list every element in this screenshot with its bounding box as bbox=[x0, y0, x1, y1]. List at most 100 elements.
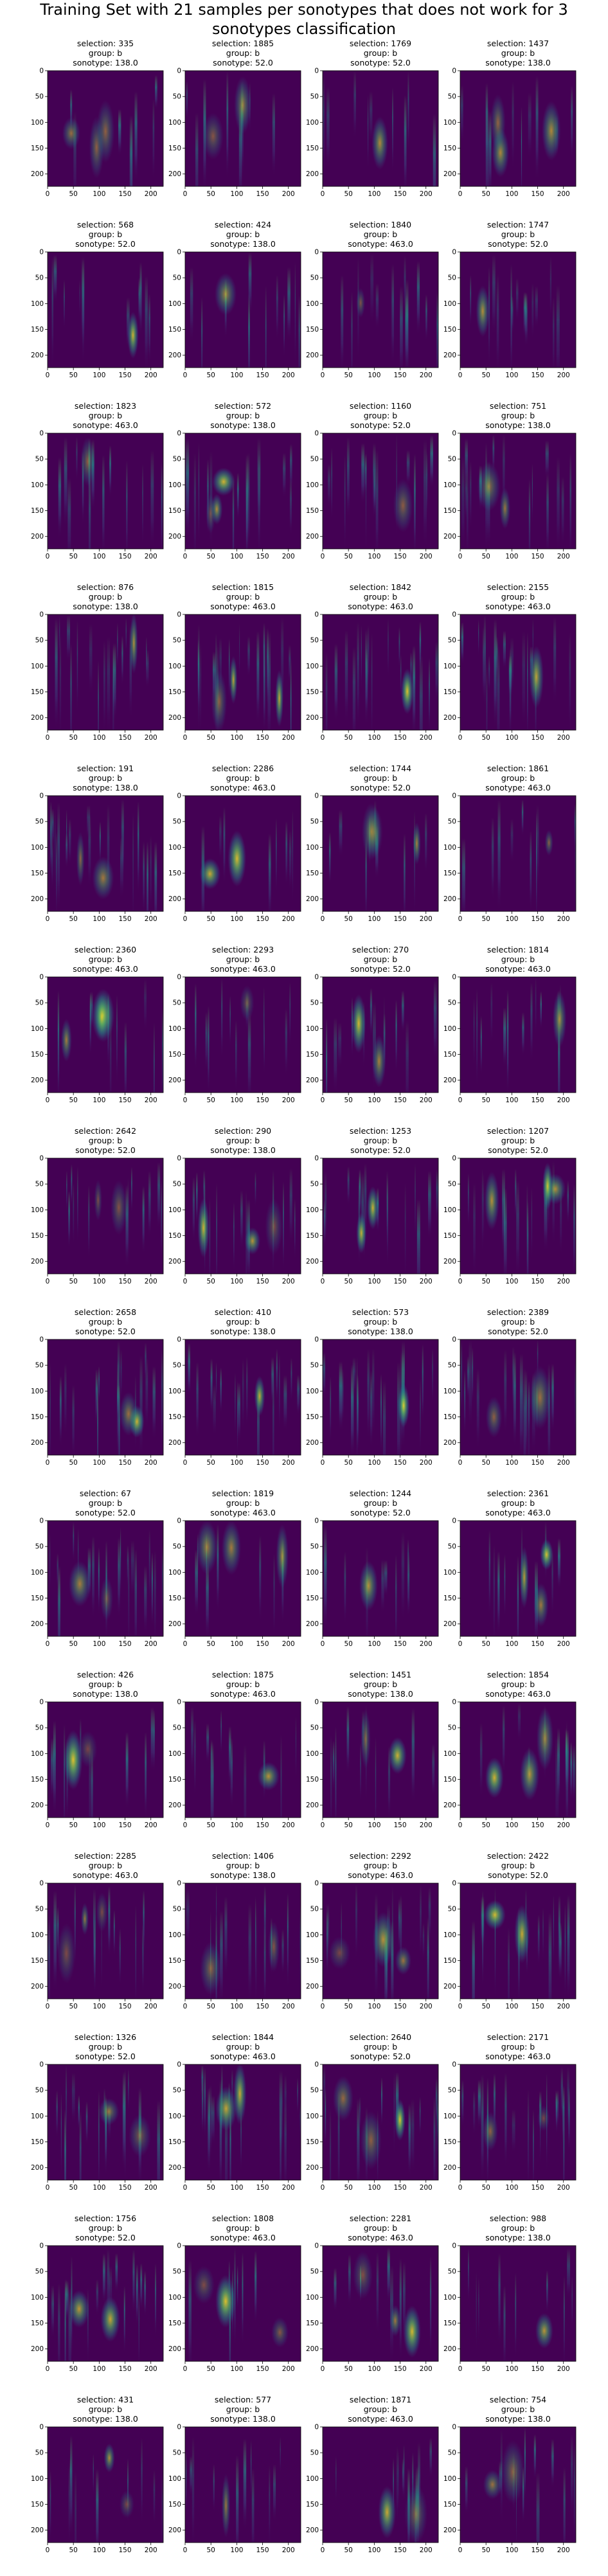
x-tick-label: 50 bbox=[344, 1640, 352, 1648]
panel-sonotype-label: sonotype: 52.0 bbox=[350, 2052, 411, 2061]
y-tick-label: 50 bbox=[173, 1181, 181, 1188]
spectrogram-plot: 0 50 100 150 200 0 50 100 150 200 bbox=[31, 1880, 164, 2010]
y-tick-label: 0 bbox=[314, 1880, 319, 1888]
x-tick-label: 0 bbox=[183, 2003, 188, 2010]
y-tick-label: 100 bbox=[306, 300, 319, 308]
y-tick-label: 200 bbox=[168, 1802, 181, 1809]
x-tick-label: 200 bbox=[557, 1459, 570, 1467]
x-tick-label: 150 bbox=[256, 2546, 269, 2554]
y-tick-label: 150 bbox=[31, 1776, 44, 1784]
panel-group-label: group: b bbox=[363, 1861, 398, 1870]
panel-title: selection: 1854 group: b sonotype: 463.0 bbox=[449, 1670, 587, 1699]
x-tick-label: 100 bbox=[93, 2184, 105, 2192]
y-tick-label: 200 bbox=[443, 2527, 456, 2534]
panel-group-label: group: b bbox=[226, 1498, 260, 1508]
y-tick-label: 150 bbox=[306, 1595, 319, 1602]
panel-sonotype-label: sonotype: 52.0 bbox=[350, 1145, 411, 1155]
x-tick-label: 100 bbox=[505, 2365, 518, 2373]
panel-group-label: group: b bbox=[501, 773, 535, 783]
y-tick-label: 50 bbox=[310, 637, 319, 645]
x-tick-label: 0 bbox=[458, 371, 463, 379]
y-tick-label: 50 bbox=[35, 637, 44, 645]
y-tick-label: 150 bbox=[31, 1595, 44, 1602]
panel-sonotype-label: sonotype: 463.0 bbox=[210, 783, 276, 792]
panel-sonotype-label: sonotype: 463.0 bbox=[210, 2052, 276, 2061]
x-tick-label: 100 bbox=[368, 2546, 380, 2554]
y-tick-label: 150 bbox=[306, 2320, 319, 2327]
y-tick-label: 200 bbox=[168, 1258, 181, 1266]
panel-selection-label: selection: 1756 bbox=[74, 2214, 137, 2223]
spectrogram-plot: 0 50 100 150 200 0 50 100 150 200 bbox=[168, 67, 301, 198]
y-tick-label: 150 bbox=[168, 1957, 181, 1965]
y-tick-label: 100 bbox=[31, 2113, 44, 2120]
y-tick-label: 0 bbox=[314, 792, 319, 800]
y-tick-label: 150 bbox=[31, 145, 44, 152]
spectrogram-plot: 0 50 100 150 200 0 50 100 150 200 bbox=[168, 2061, 301, 2192]
x-tick-label: 0 bbox=[183, 1278, 188, 1285]
y-tick-label: 150 bbox=[168, 2501, 181, 2509]
panel-selection-label: selection: 1815 bbox=[211, 582, 274, 592]
x-tick-label: 150 bbox=[256, 1821, 269, 1829]
panel-sonotype-label: sonotype: 52.0 bbox=[75, 239, 136, 249]
panel-selection-label: selection: 1875 bbox=[211, 1670, 274, 1679]
x-tick-label: 0 bbox=[46, 371, 50, 379]
x-tick-label: 200 bbox=[420, 1278, 433, 1285]
panel-sonotype-label: sonotype: 463.0 bbox=[73, 420, 138, 430]
x-tick-label: 50 bbox=[481, 2184, 490, 2192]
x-tick-label: 0 bbox=[321, 1459, 325, 1467]
y-tick-label: 50 bbox=[448, 2268, 456, 2276]
spectrogram-plot: 0 50 100 150 200 0 50 100 150 200 bbox=[168, 792, 301, 923]
x-tick-label: 150 bbox=[119, 190, 132, 198]
y-tick-label: 200 bbox=[31, 1258, 44, 1266]
spectrogram-plot: 0 50 100 150 200 0 50 100 150 200 bbox=[443, 1336, 577, 1467]
x-tick-label: 100 bbox=[93, 371, 105, 379]
y-tick-label: 0 bbox=[177, 611, 181, 619]
y-tick-label: 200 bbox=[168, 2527, 181, 2534]
x-tick-label: 100 bbox=[505, 915, 518, 923]
panel-group-label: group: b bbox=[226, 48, 260, 58]
y-tick-label: 100 bbox=[443, 2294, 456, 2302]
y-tick-label: 50 bbox=[35, 1724, 44, 1732]
y-tick-label: 0 bbox=[39, 1880, 44, 1888]
x-tick-label: 100 bbox=[368, 1096, 380, 1104]
panel-sonotype-label: sonotype: 463.0 bbox=[485, 602, 551, 611]
x-tick-label: 200 bbox=[282, 553, 295, 560]
y-tick-label: 50 bbox=[310, 2449, 319, 2457]
y-tick-label: 100 bbox=[443, 2113, 456, 2120]
y-tick-label: 150 bbox=[443, 1232, 456, 1240]
x-tick-label: 100 bbox=[368, 553, 380, 560]
x-tick-label: 50 bbox=[206, 1821, 215, 1829]
panel-title: selection: 754 group: b sonotype: 138.0 bbox=[449, 2395, 587, 2424]
y-tick-label: 50 bbox=[448, 274, 456, 282]
x-tick-label: 100 bbox=[505, 1640, 518, 1648]
y-tick-label: 50 bbox=[173, 2449, 181, 2457]
y-tick-label: 100 bbox=[306, 844, 319, 852]
y-tick-label: 50 bbox=[310, 1362, 319, 1370]
y-tick-label: 50 bbox=[35, 456, 44, 463]
y-tick-label: 50 bbox=[173, 1543, 181, 1551]
x-tick-label: 0 bbox=[458, 2365, 463, 2373]
panel-group-label: group: b bbox=[88, 1136, 123, 1145]
panel-sonotype-label: sonotype: 138.0 bbox=[73, 783, 138, 792]
panel-selection-label: selection: 2285 bbox=[74, 1851, 137, 1861]
x-tick-label: 100 bbox=[230, 1821, 243, 1829]
x-tick-label: 100 bbox=[230, 2003, 243, 2010]
x-tick-label: 150 bbox=[119, 553, 132, 560]
x-tick-label: 150 bbox=[394, 1278, 407, 1285]
x-tick-label: 100 bbox=[368, 371, 380, 379]
x-tick-label: 100 bbox=[505, 734, 518, 742]
panel-sonotype-label: sonotype: 52.0 bbox=[488, 1870, 548, 1880]
x-tick-label: 50 bbox=[481, 371, 490, 379]
x-tick-label: 50 bbox=[344, 1278, 352, 1285]
x-tick-label: 100 bbox=[93, 1096, 105, 1104]
x-tick-label: 50 bbox=[481, 1096, 490, 1104]
panel-group-label: group: b bbox=[501, 2404, 535, 2414]
spectrogram-plot: 0 50 100 150 200 0 50 100 150 200 bbox=[31, 2242, 164, 2373]
y-tick-label: 0 bbox=[314, 2424, 319, 2431]
x-tick-label: 100 bbox=[505, 553, 518, 560]
y-tick-label: 50 bbox=[173, 637, 181, 645]
panel-title: selection: 2640 group: b sonotype: 52.0 bbox=[311, 2032, 450, 2061]
panel-title: selection: 410 group: b sonotype: 138.0 bbox=[174, 1307, 312, 1336]
panel-group-label: group: b bbox=[501, 1317, 535, 1327]
x-tick-label: 100 bbox=[505, 1096, 518, 1104]
